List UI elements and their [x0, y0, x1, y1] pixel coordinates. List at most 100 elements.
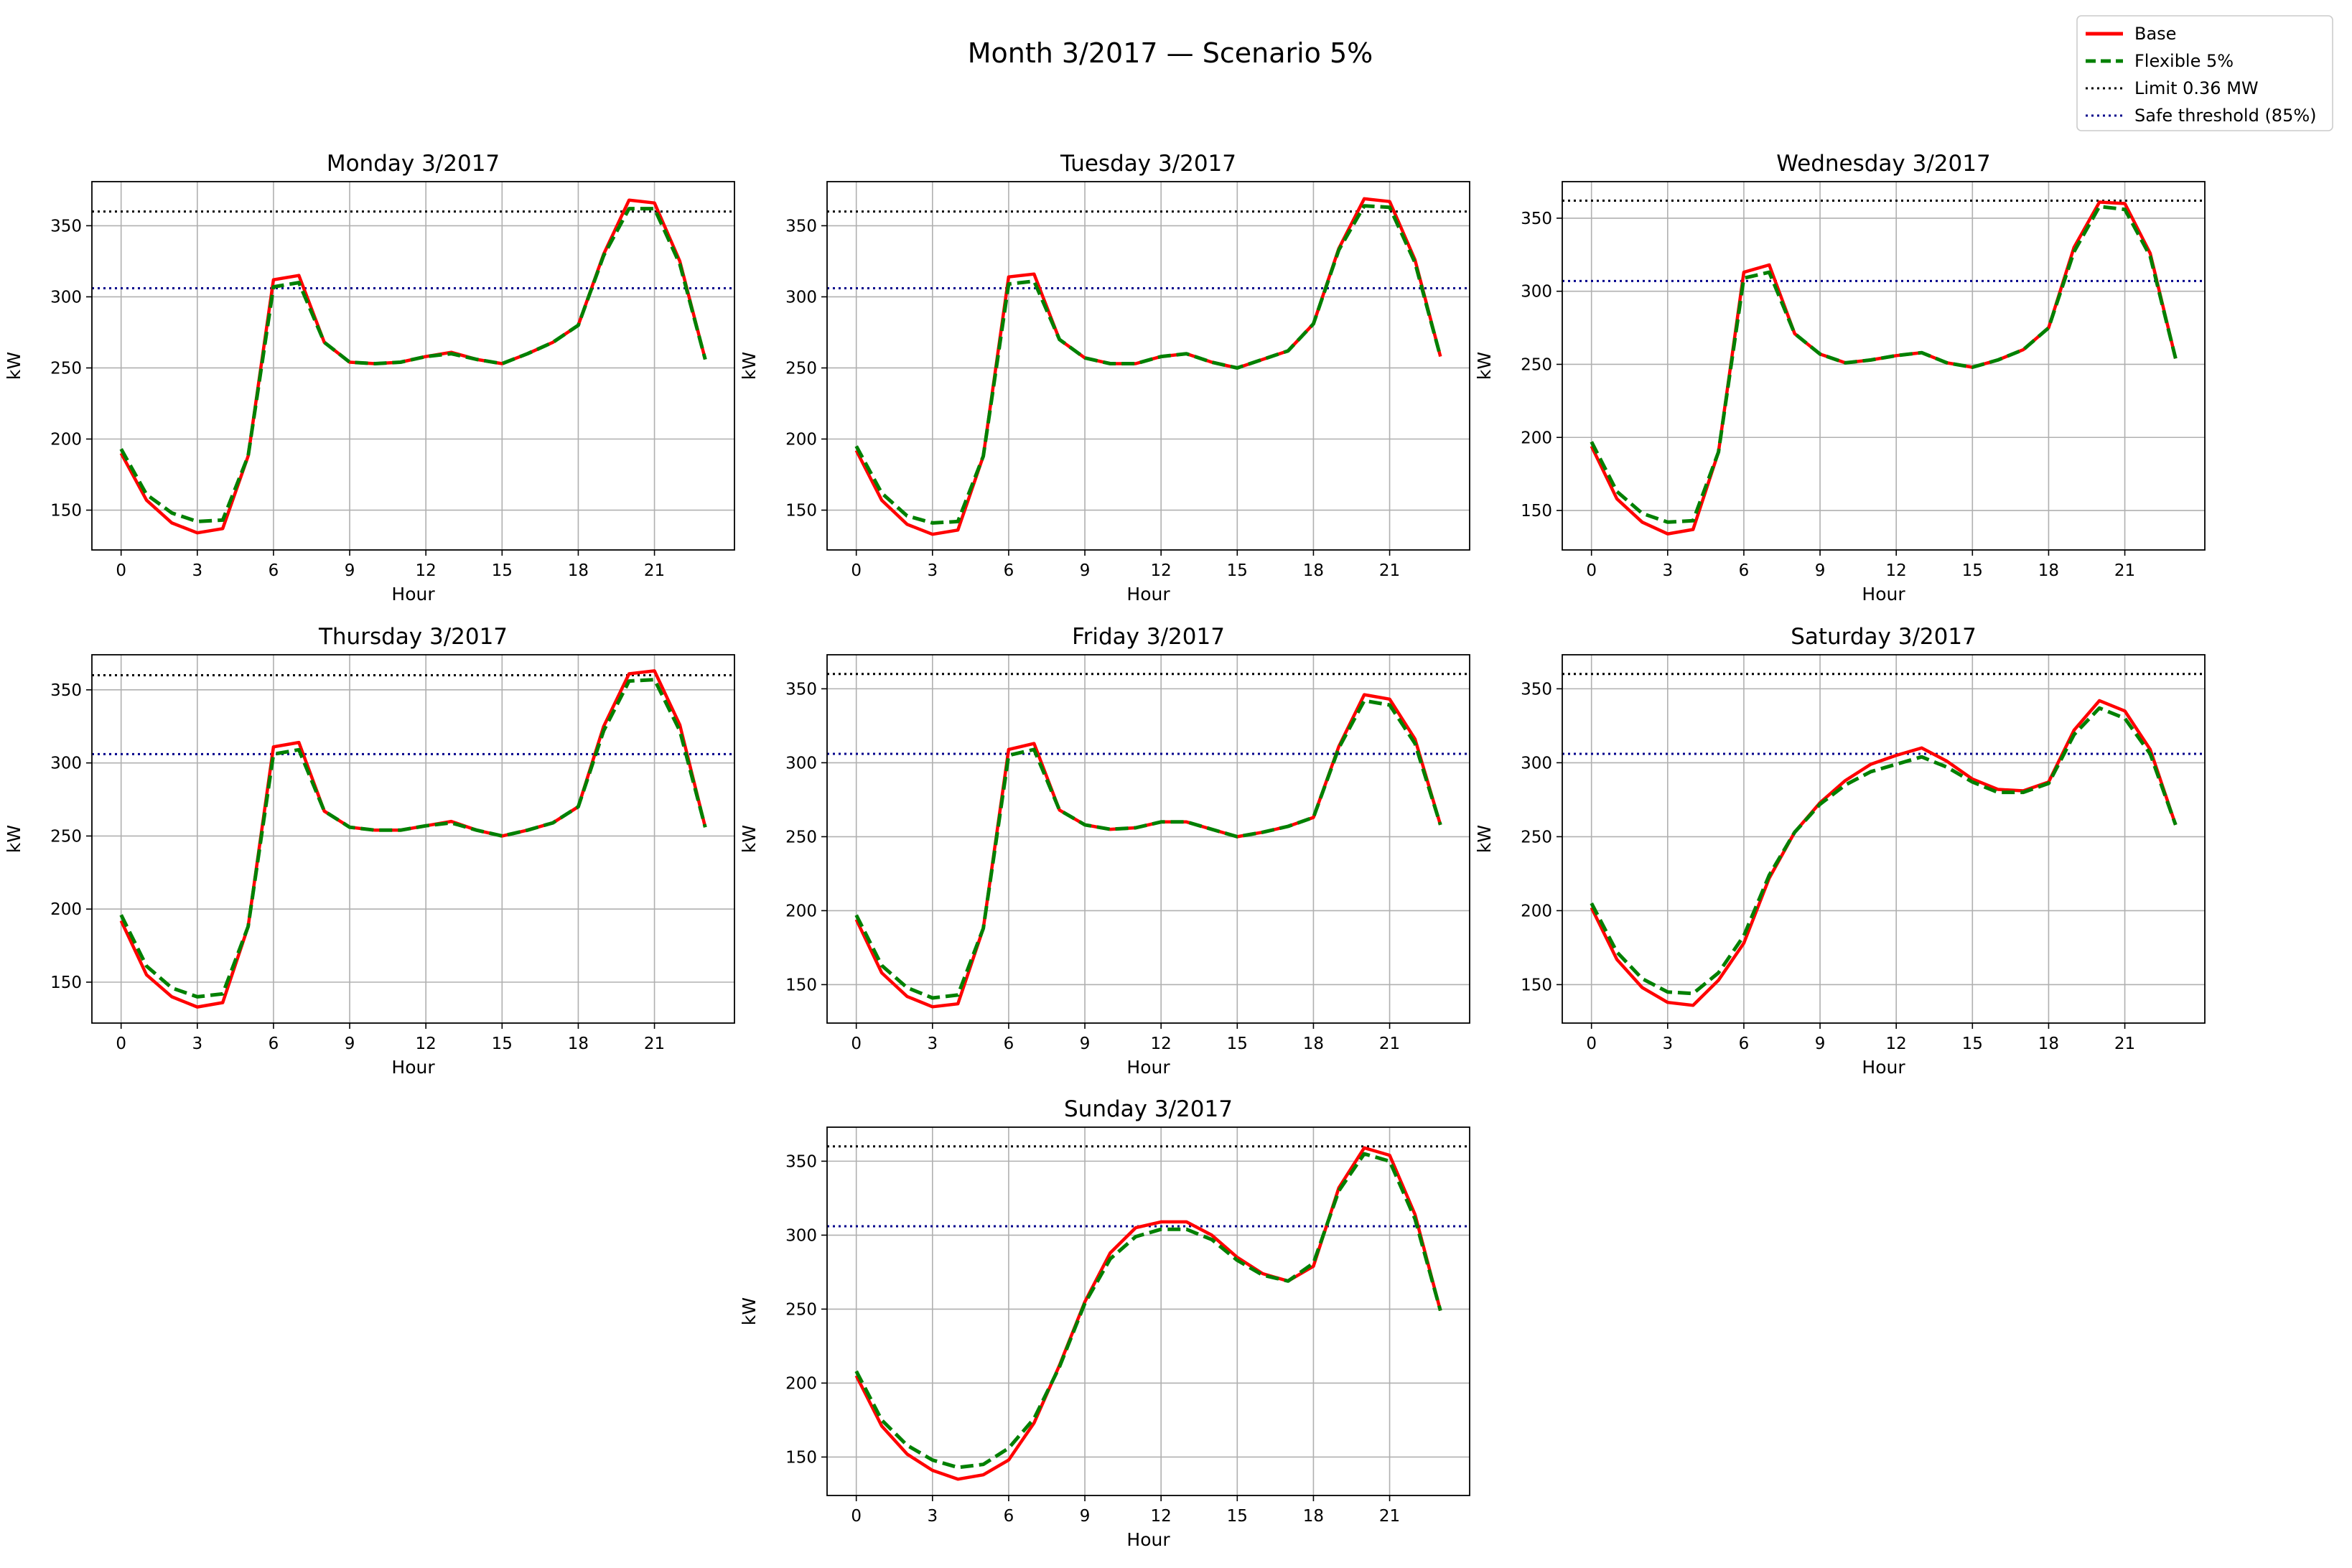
- series-line-base: [119, 669, 707, 1009]
- x-tick-label: 18: [1303, 1035, 1324, 1053]
- x-tick-label: 21: [1379, 1035, 1400, 1053]
- x-tick-label: 12: [1151, 1507, 1172, 1526]
- x-tick-label: 3: [927, 1035, 938, 1053]
- y-tick-label: 350: [785, 217, 817, 235]
- series-line-flexible-5: [1590, 706, 2178, 996]
- y-tick-label: 150: [785, 976, 817, 994]
- y-tick-label: 250: [50, 359, 82, 378]
- x-tick-label: 12: [1886, 561, 1907, 580]
- y-tick-label: 350: [50, 217, 82, 235]
- y-tick-label: 200: [50, 900, 82, 919]
- legend-label-flexible-5: Flexible 5%: [2134, 51, 2234, 71]
- x-tick-label: 9: [1080, 561, 1091, 580]
- y-tick-label: 350: [785, 680, 817, 699]
- subplot-monday: 0 3 6 9 12 15 18 21 150 200 250 300 350 Monday 3/2017…: [4, 151, 735, 605]
- x-tick-label: 6: [1739, 1035, 1750, 1053]
- series-line-flexible-5: [119, 678, 707, 999]
- y-tick-label: 300: [785, 754, 817, 773]
- y-axis-label: kW: [739, 825, 760, 853]
- y-tick-label: 150: [50, 974, 82, 992]
- x-tick-label: 6: [269, 1035, 279, 1053]
- x-tick-label: 9: [1080, 1035, 1091, 1053]
- x-tick-label: 18: [1303, 561, 1324, 580]
- x-axis-label: Hour: [1126, 1057, 1170, 1078]
- x-tick-label: 21: [2114, 1035, 2135, 1053]
- axes-frame: [91, 181, 735, 551]
- subplot-tuesday: 0 3 6 9 12 15 18 21 150 200 250 300 350 Tuesday 3/201…: [739, 151, 1470, 605]
- x-tick-label: 6: [1739, 561, 1750, 580]
- y-tick-label: 200: [50, 431, 82, 449]
- subplot-wednesday: 0 3 6 9 12 15 18 21 150 200 250 300 350 Wednesday 3/2…: [1474, 151, 2206, 605]
- x-tick-label: 0: [116, 1035, 126, 1053]
- series-line-flexible-5: [854, 204, 1442, 525]
- x-tick-label: 6: [1004, 1507, 1014, 1526]
- axes-frame: [91, 654, 735, 1024]
- x-tick-label: 21: [2114, 561, 2135, 580]
- x-axis-label: Hour: [391, 1057, 435, 1078]
- x-tick-label: 0: [851, 561, 862, 580]
- x-tick-label: 15: [1962, 561, 1983, 580]
- x-tick-label: 12: [416, 561, 437, 580]
- x-tick-label: 3: [1662, 1035, 1673, 1053]
- x-axis-label: Hour: [1126, 584, 1170, 605]
- y-tick-label: 200: [1521, 902, 1552, 920]
- series-line-flexible-5: [119, 207, 707, 523]
- axes-frame: [826, 181, 1470, 551]
- x-tick-label: 3: [927, 1507, 938, 1526]
- x-tick-label: 3: [927, 561, 938, 580]
- y-tick-label: 300: [50, 288, 82, 307]
- x-tick-label: 15: [1227, 561, 1248, 580]
- y-axis-label: kW: [1474, 352, 1495, 380]
- x-tick-label: 21: [1379, 561, 1400, 580]
- x-tick-label: 15: [492, 1035, 513, 1053]
- axes-frame: [1562, 654, 2206, 1024]
- y-tick-label: 350: [785, 1152, 817, 1171]
- x-tick-label: 12: [1886, 1035, 1907, 1053]
- x-tick-label: 9: [1815, 1035, 1826, 1053]
- legend-label-limit-0-36-mw: Limit 0.36 MW: [2134, 78, 2259, 98]
- y-tick-label: 250: [785, 359, 817, 378]
- x-tick-label: 15: [492, 561, 513, 580]
- x-tick-label: 3: [1662, 561, 1673, 580]
- subplot-title: Saturday 3/2017: [1791, 624, 1977, 650]
- subplot-thursday: 0 3 6 9 12 15 18 21 150 200 250 300 350 Thursday 3/20…: [4, 624, 735, 1078]
- y-axis-label: kW: [739, 1297, 760, 1325]
- y-tick-label: 250: [50, 827, 82, 846]
- series-line-base: [854, 1146, 1442, 1481]
- y-axis-label: kW: [1474, 825, 1495, 853]
- axes-frame: [826, 1126, 1470, 1496]
- x-tick-label: 6: [269, 561, 279, 580]
- subplot-saturday: 0 3 6 9 12 15 18 21 150 200 250 300 350 Saturday 3/20…: [1474, 624, 2206, 1078]
- x-tick-label: 12: [1151, 1035, 1172, 1053]
- x-tick-label: 0: [851, 1035, 862, 1053]
- x-tick-label: 15: [1227, 1035, 1248, 1053]
- subplot-sunday: 0 3 6 9 12 15 18 21 150 200 250 300 350 Sunday 3/2017…: [739, 1096, 1470, 1550]
- y-tick-label: 350: [1521, 680, 1552, 699]
- series-line-flexible-5: [1590, 205, 2178, 524]
- y-tick-label: 200: [785, 431, 817, 449]
- x-tick-label: 21: [1379, 1507, 1400, 1526]
- x-tick-label: 15: [1227, 1507, 1248, 1526]
- y-tick-label: 250: [785, 1300, 817, 1319]
- x-tick-label: 0: [1586, 561, 1597, 580]
- x-tick-label: 0: [851, 1507, 862, 1526]
- y-tick-label: 300: [1521, 754, 1552, 773]
- legend-label-base: Base: [2134, 24, 2176, 44]
- x-tick-label: 0: [116, 561, 126, 580]
- y-axis-label: kW: [4, 825, 24, 853]
- subplot-title: Friday 3/2017: [1072, 624, 1225, 650]
- axes-frame: [826, 654, 1470, 1024]
- x-tick-label: 18: [2038, 1035, 2059, 1053]
- y-tick-label: 150: [785, 1448, 817, 1467]
- y-tick-label: 250: [785, 828, 817, 846]
- y-tick-label: 250: [1521, 828, 1552, 846]
- x-tick-label: 6: [1004, 1035, 1014, 1053]
- subplot-title: Tuesday 3/2017: [1060, 151, 1236, 177]
- series-line-base: [1590, 699, 2178, 1007]
- subplot-title: Thursday 3/2017: [318, 624, 508, 650]
- x-tick-label: 21: [644, 1035, 665, 1053]
- x-tick-label: 3: [192, 1035, 202, 1053]
- y-tick-label: 250: [1521, 355, 1552, 374]
